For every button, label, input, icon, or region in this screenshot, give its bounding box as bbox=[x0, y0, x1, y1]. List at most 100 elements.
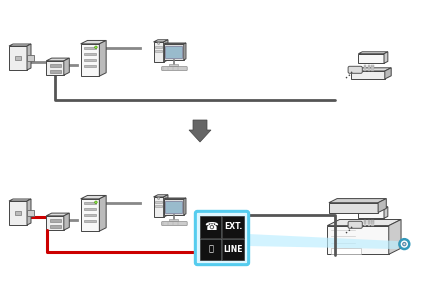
Text: EXT.: EXT. bbox=[224, 222, 242, 232]
FancyBboxPatch shape bbox=[162, 67, 187, 70]
FancyBboxPatch shape bbox=[368, 65, 370, 67]
Polygon shape bbox=[46, 58, 69, 61]
FancyBboxPatch shape bbox=[15, 211, 21, 215]
FancyBboxPatch shape bbox=[49, 225, 60, 228]
FancyBboxPatch shape bbox=[368, 220, 370, 221]
Polygon shape bbox=[153, 40, 168, 42]
FancyBboxPatch shape bbox=[49, 70, 60, 73]
Circle shape bbox=[158, 42, 160, 44]
Polygon shape bbox=[351, 68, 391, 71]
Polygon shape bbox=[351, 71, 385, 79]
Polygon shape bbox=[99, 40, 106, 76]
FancyBboxPatch shape bbox=[49, 64, 60, 68]
Polygon shape bbox=[351, 226, 385, 234]
Polygon shape bbox=[358, 207, 388, 209]
FancyBboxPatch shape bbox=[165, 200, 182, 213]
Polygon shape bbox=[164, 195, 168, 217]
Polygon shape bbox=[64, 58, 69, 75]
Polygon shape bbox=[351, 223, 391, 226]
Circle shape bbox=[95, 201, 97, 203]
FancyBboxPatch shape bbox=[155, 46, 162, 48]
Polygon shape bbox=[81, 199, 99, 231]
FancyBboxPatch shape bbox=[371, 65, 374, 67]
FancyBboxPatch shape bbox=[371, 67, 374, 69]
FancyBboxPatch shape bbox=[371, 222, 374, 224]
Text: LINE: LINE bbox=[223, 244, 243, 253]
FancyBboxPatch shape bbox=[371, 70, 374, 71]
FancyBboxPatch shape bbox=[155, 200, 162, 203]
FancyBboxPatch shape bbox=[155, 50, 162, 52]
FancyBboxPatch shape bbox=[170, 64, 178, 66]
FancyBboxPatch shape bbox=[368, 225, 370, 226]
FancyBboxPatch shape bbox=[371, 220, 374, 221]
FancyBboxPatch shape bbox=[223, 216, 244, 238]
FancyBboxPatch shape bbox=[364, 225, 366, 226]
FancyBboxPatch shape bbox=[368, 67, 370, 69]
Polygon shape bbox=[327, 220, 401, 226]
FancyBboxPatch shape bbox=[27, 55, 34, 61]
FancyBboxPatch shape bbox=[165, 46, 182, 58]
Circle shape bbox=[158, 197, 160, 200]
Polygon shape bbox=[389, 220, 401, 254]
FancyBboxPatch shape bbox=[368, 222, 370, 224]
Polygon shape bbox=[358, 52, 388, 54]
Polygon shape bbox=[164, 198, 186, 199]
FancyBboxPatch shape bbox=[84, 59, 96, 61]
Polygon shape bbox=[81, 40, 106, 44]
FancyBboxPatch shape bbox=[155, 205, 162, 207]
FancyBboxPatch shape bbox=[84, 202, 96, 204]
FancyBboxPatch shape bbox=[371, 225, 374, 226]
Polygon shape bbox=[358, 54, 384, 63]
Circle shape bbox=[400, 239, 409, 249]
Polygon shape bbox=[9, 46, 27, 70]
Polygon shape bbox=[27, 199, 31, 225]
FancyBboxPatch shape bbox=[200, 216, 221, 238]
Text: 🔌: 🔌 bbox=[208, 244, 213, 253]
Polygon shape bbox=[164, 40, 168, 62]
FancyBboxPatch shape bbox=[170, 219, 178, 221]
FancyBboxPatch shape bbox=[15, 56, 21, 60]
Polygon shape bbox=[27, 44, 31, 70]
FancyBboxPatch shape bbox=[200, 238, 221, 260]
Circle shape bbox=[95, 46, 97, 49]
FancyBboxPatch shape bbox=[368, 70, 370, 71]
Polygon shape bbox=[153, 197, 164, 217]
Polygon shape bbox=[184, 198, 186, 215]
Circle shape bbox=[403, 242, 406, 246]
FancyArrow shape bbox=[189, 120, 211, 142]
Polygon shape bbox=[385, 68, 391, 79]
FancyBboxPatch shape bbox=[348, 221, 362, 228]
Polygon shape bbox=[358, 209, 384, 218]
Polygon shape bbox=[64, 213, 69, 230]
FancyBboxPatch shape bbox=[84, 208, 96, 210]
FancyBboxPatch shape bbox=[84, 47, 96, 50]
Polygon shape bbox=[46, 216, 64, 230]
FancyBboxPatch shape bbox=[348, 66, 362, 73]
Polygon shape bbox=[329, 203, 378, 212]
FancyBboxPatch shape bbox=[84, 53, 96, 55]
FancyBboxPatch shape bbox=[196, 211, 249, 265]
Polygon shape bbox=[99, 196, 106, 231]
Polygon shape bbox=[81, 44, 99, 76]
FancyBboxPatch shape bbox=[364, 222, 366, 224]
FancyBboxPatch shape bbox=[84, 65, 96, 67]
Polygon shape bbox=[81, 196, 106, 199]
FancyBboxPatch shape bbox=[364, 70, 366, 71]
Polygon shape bbox=[164, 199, 184, 215]
Text: ☎: ☎ bbox=[204, 222, 218, 232]
Polygon shape bbox=[378, 199, 386, 212]
Polygon shape bbox=[384, 207, 388, 218]
Polygon shape bbox=[385, 223, 391, 234]
Polygon shape bbox=[9, 199, 31, 201]
Polygon shape bbox=[153, 42, 164, 62]
FancyBboxPatch shape bbox=[364, 65, 366, 67]
Polygon shape bbox=[153, 195, 168, 197]
FancyBboxPatch shape bbox=[331, 248, 361, 254]
Polygon shape bbox=[384, 52, 388, 63]
FancyBboxPatch shape bbox=[162, 222, 187, 226]
FancyBboxPatch shape bbox=[223, 238, 244, 260]
Polygon shape bbox=[184, 43, 186, 60]
Polygon shape bbox=[164, 43, 186, 44]
Polygon shape bbox=[9, 44, 31, 46]
FancyBboxPatch shape bbox=[364, 67, 366, 69]
